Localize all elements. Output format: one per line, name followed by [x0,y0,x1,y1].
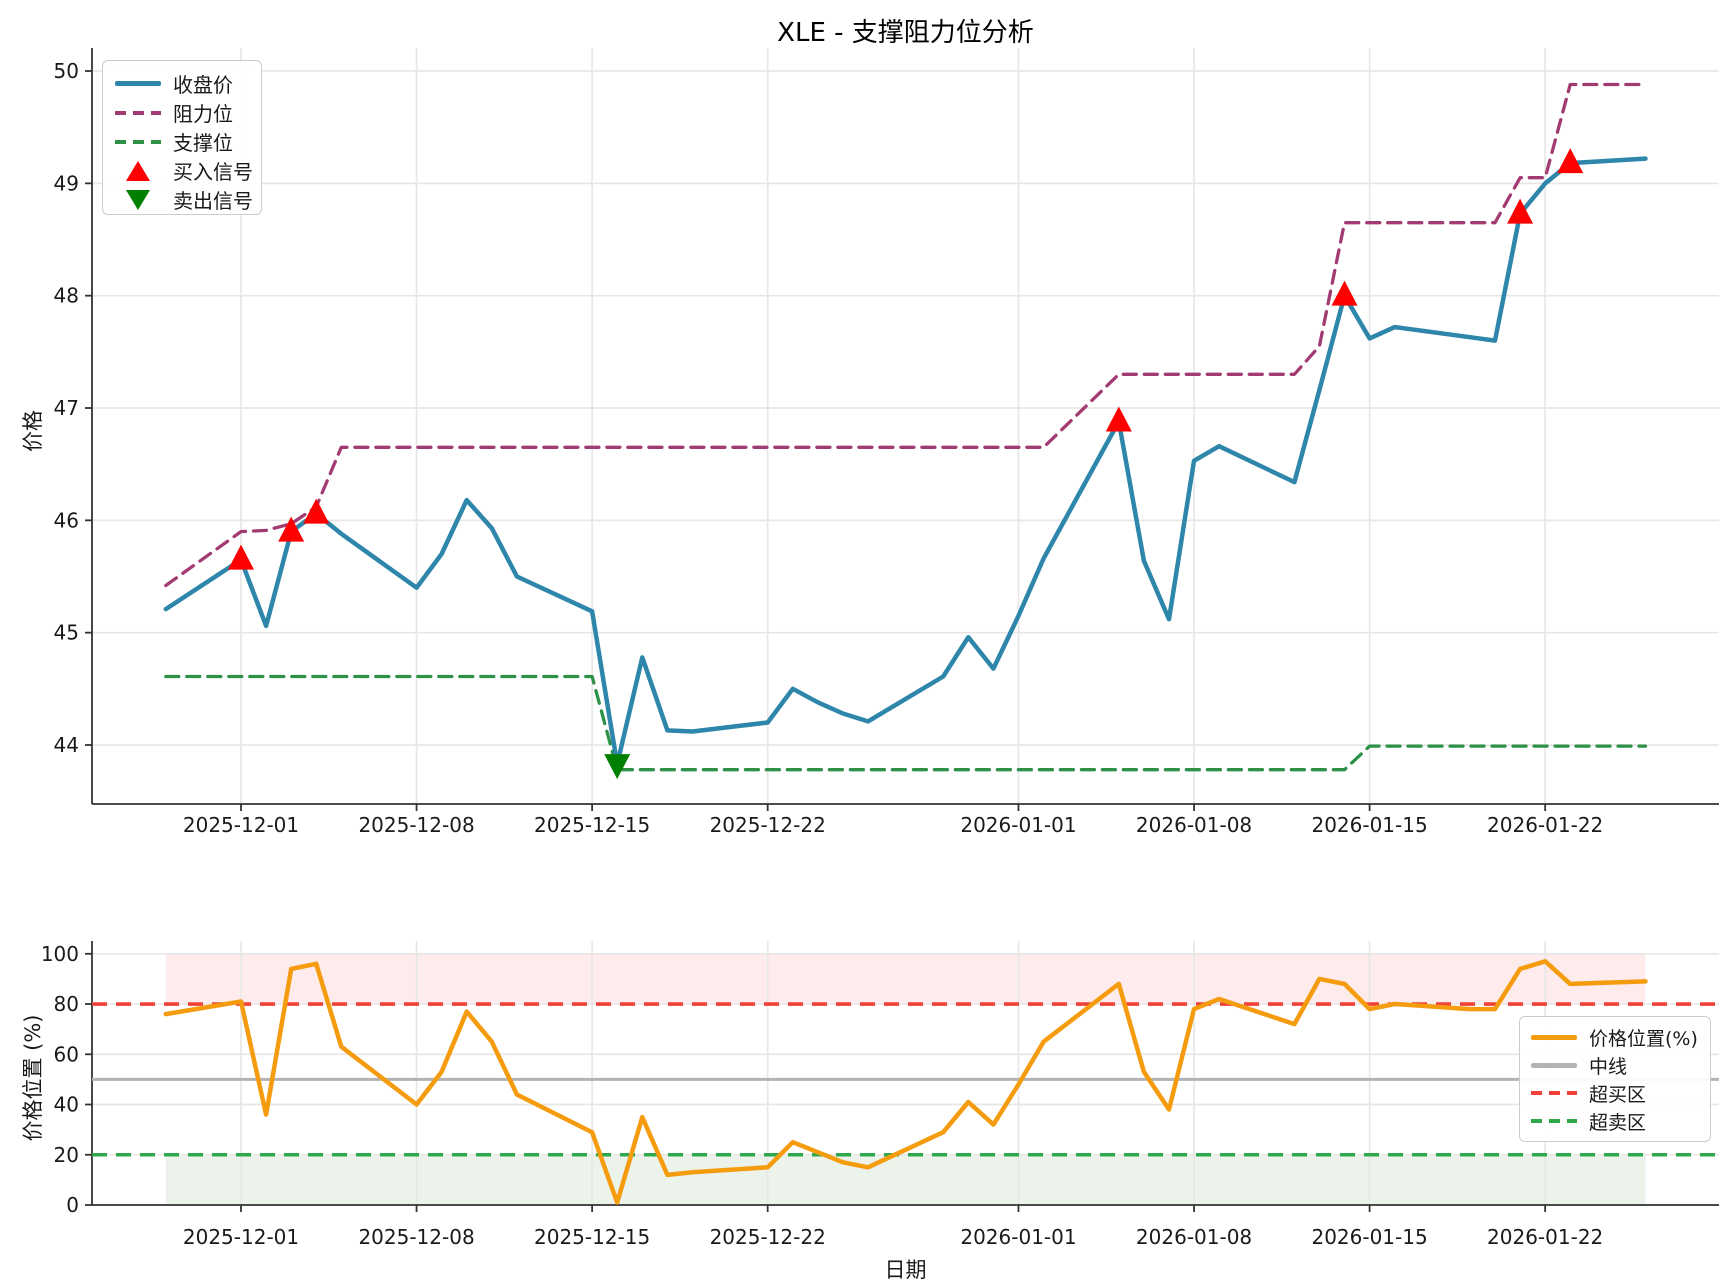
y-tick-label: 50 [54,59,79,83]
dashed-line-swatch-icon [115,139,161,144]
legend-item: 超卖区 [1531,1108,1699,1135]
y-tick-label: 45 [54,621,79,645]
dashed-line-swatch-icon [1531,1091,1577,1095]
overbought-band [165,953,1646,1005]
dashed-line-swatch-icon [115,110,161,115]
y-tick-label: 0 [66,1193,79,1217]
buy-signal-marker [1331,280,1358,306]
line-swatch-icon [1531,1062,1577,1068]
legend-item: 卖出信号 [115,185,253,214]
legend-item: 支撑位 [115,127,249,156]
close-line [163,156,1648,767]
signal-markers [228,148,1584,780]
y-tick-label: 44 [54,733,79,757]
x-tick-label: 2026-01-15 [1311,813,1427,837]
legend-label: 支撑位 [173,131,233,155]
resistance-line [164,82,1648,588]
x-tick-label: 2026-01-08 [1136,813,1252,837]
legend-label: 价格位置(%) [1589,1027,1698,1050]
line-swatch-icon [115,81,161,86]
legend-label: 超卖区 [1589,1111,1647,1134]
chart-title: XLE - 支撑阻力位分析 [777,18,1034,48]
legend-item: 买入信号 [115,156,253,185]
legend-label: 收盘价 [173,73,233,97]
buy-signal-marker [278,516,305,542]
triangle-up-icon [115,160,161,181]
y-tick-label: 40 [54,1093,79,1117]
x-tick-label: 2025-12-15 [534,813,650,837]
x-tick-label: 2025-12-01 [183,813,299,837]
buy-signal-marker [228,544,254,570]
legend-item: 阻力位 [115,98,249,127]
buy-signal-marker [303,498,330,524]
x-tick-label: 2025-12-15 [534,1225,650,1249]
oversold-band [165,1154,1646,1205]
reference-lines [92,1002,1719,1157]
bottom-legend: 价格位置(%) 中线超买区超卖区 [1519,1016,1711,1142]
buy-signal-marker [1105,406,1132,432]
buy-signal-marker [1557,148,1584,174]
legend-label: 中线 [1589,1055,1628,1078]
y-tick-label: 47 [54,396,79,420]
x-tick-label: 2025-12-22 [710,1225,826,1249]
legend-item: 超买区 [1531,1080,1699,1107]
x-tick-label: 2026-01-01 [960,1225,1076,1249]
grid [92,48,1719,804]
x-tick-label: 2025-12-01 [183,1225,299,1249]
axis: 0 20 40 60 80 100 2025-12-01 2025-12-08 2025-12-… [41,941,1719,1249]
legend-item: 中线 [1531,1052,1699,1079]
y-tick-label: 48 [54,284,79,308]
legend-label: 超买区 [1589,1083,1647,1106]
y-tick-label: 49 [54,171,79,195]
x-tick-label: 2026-01-08 [1136,1225,1252,1249]
bands [165,953,1646,1205]
price-position-line [163,959,1648,1205]
x-tick-label: 2026-01-22 [1487,813,1603,837]
legend-label: 阻力位 [173,102,233,126]
x-tick-label: 2025-12-08 [358,1225,474,1249]
line-swatch-icon [1531,1034,1577,1040]
dashed-line-swatch-icon [1531,1119,1577,1123]
y-tick-label: 20 [54,1143,79,1167]
x-tick-label: 2026-01-22 [1487,1225,1603,1249]
top-legend: 收盘价阻力位支撑位买入信号卖出信号 [102,60,262,215]
y-tick-label: 60 [54,1042,79,1066]
legend-label: 买入信号 [173,160,253,184]
x-tick-label: 2026-01-15 [1311,1225,1427,1249]
x-tick-label: 2026-01-01 [960,813,1076,837]
buy-signal-marker [1507,198,1534,224]
legend-item: 价格位置(%) [1531,1024,1699,1051]
legend-item: 收盘价 [115,69,249,98]
legend-label: 卖出信号 [173,189,253,213]
y-tick-label: 100 [41,942,79,966]
y-tick-label: 46 [54,508,79,532]
x-axis-label: 日期 [884,1258,927,1282]
y-tick-label: 80 [54,992,79,1016]
x-tick-label: 2025-12-22 [710,813,826,837]
axis: 44 45 46 47 48 49 50 2025-12-01 2025-12-08 2025-1… [54,48,1719,837]
support-line [164,674,1648,772]
triangle-down-icon [115,189,161,210]
x-tick-label: 2025-12-08 [358,813,474,837]
sell-signal-marker [604,754,631,780]
